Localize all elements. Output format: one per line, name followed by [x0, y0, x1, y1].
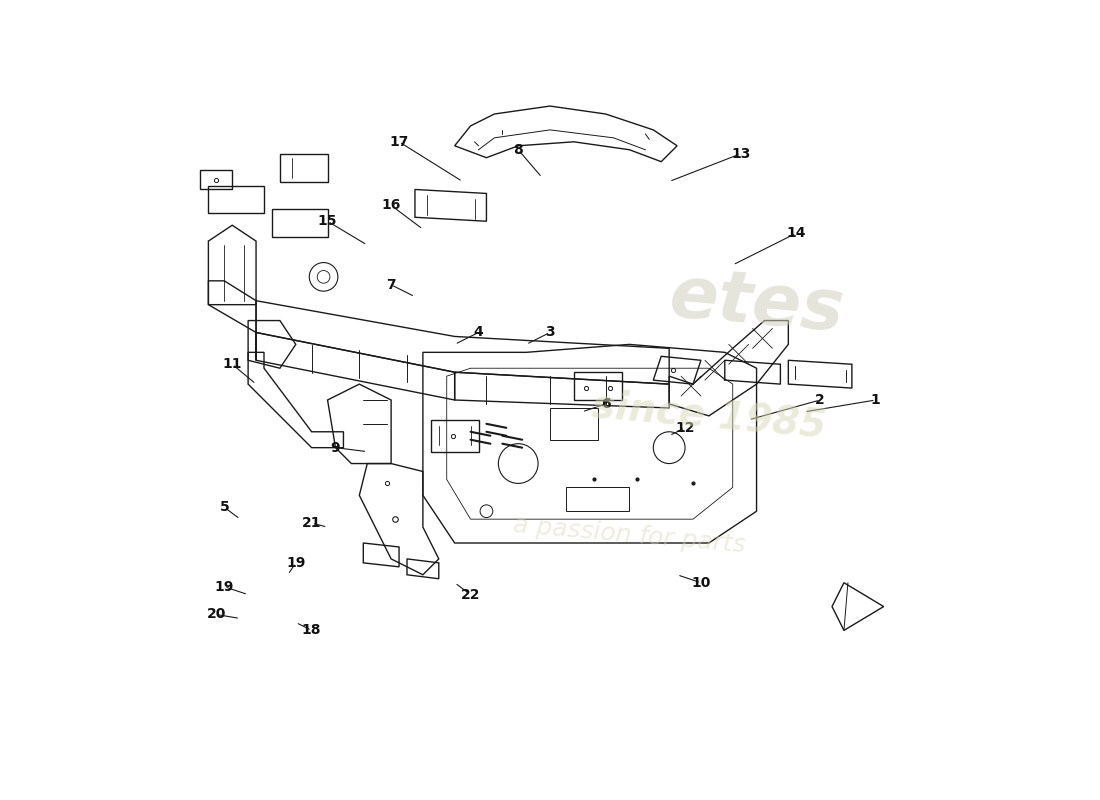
- Text: 16: 16: [382, 198, 400, 212]
- Text: 10: 10: [691, 576, 711, 590]
- Text: 2: 2: [815, 393, 825, 407]
- Text: 8: 8: [514, 142, 524, 157]
- Text: 1: 1: [871, 393, 881, 407]
- Text: 22: 22: [461, 588, 481, 602]
- Text: etes: etes: [667, 262, 847, 346]
- Text: since 1985: since 1985: [591, 386, 827, 445]
- Text: 5: 5: [219, 500, 229, 514]
- Text: 13: 13: [732, 146, 750, 161]
- Text: a passion for parts: a passion for parts: [513, 513, 747, 557]
- Text: 11: 11: [222, 358, 242, 371]
- Text: 7: 7: [386, 278, 396, 292]
- Text: 20: 20: [207, 607, 226, 622]
- Text: 19: 19: [286, 556, 306, 570]
- Text: 18: 18: [301, 623, 321, 638]
- Text: 19: 19: [214, 580, 234, 594]
- Text: 4: 4: [474, 326, 483, 339]
- Text: 15: 15: [318, 214, 338, 228]
- Text: 12: 12: [675, 421, 695, 435]
- Text: 3: 3: [546, 326, 554, 339]
- Text: 21: 21: [301, 516, 321, 530]
- Bar: [565, 487, 629, 511]
- Text: 14: 14: [786, 226, 806, 240]
- Text: 9: 9: [331, 441, 340, 454]
- Bar: [550, 408, 597, 440]
- Text: 6: 6: [601, 397, 610, 411]
- Text: 17: 17: [389, 135, 409, 149]
